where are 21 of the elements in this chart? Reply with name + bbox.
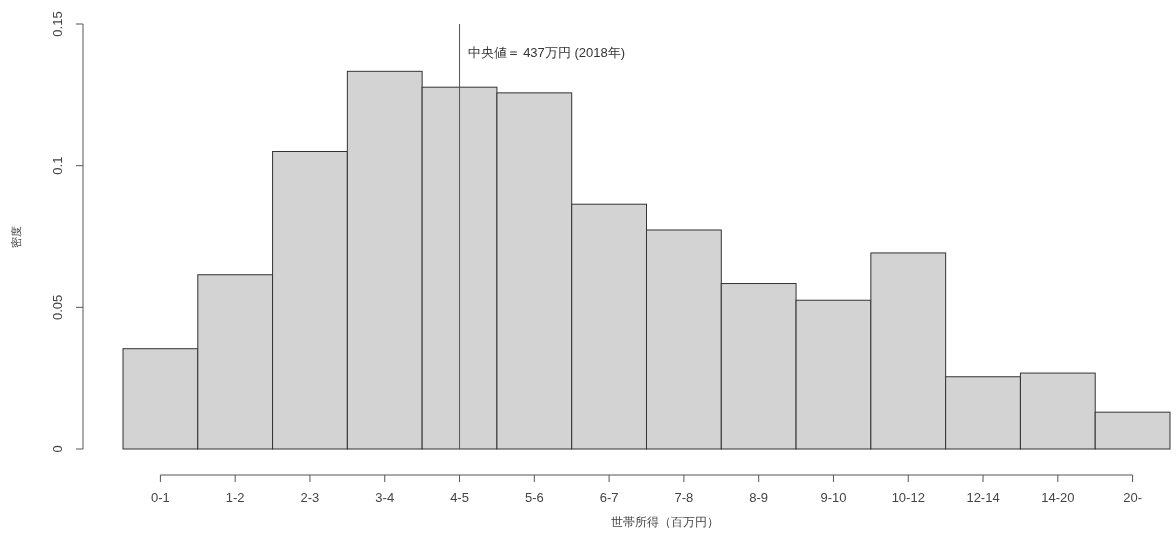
x-axis-title: 世帯所得（百万円）	[610, 515, 719, 529]
y-tick-label: 0	[50, 445, 65, 453]
x-tick-label: 9-10	[820, 490, 847, 505]
y-axis-title: 密度	[10, 225, 22, 248]
ref-line-label: 中央値＝ 437万円 (2018年)	[467, 45, 626, 60]
x-tick-label: 5-6	[524, 490, 544, 505]
x-tick-label: 1-2	[225, 490, 245, 505]
y-tick-label: 0.15	[50, 11, 65, 37]
x-tick-label: 12-14	[966, 490, 1000, 505]
x-tick-label: 8-9	[749, 490, 769, 505]
x-tick-label: 3-4	[375, 490, 395, 505]
x-tick-label: 0-1	[150, 490, 170, 505]
x-tick-label: 2-3	[300, 490, 320, 505]
x-tick-label: 6-7	[599, 490, 619, 505]
x-tick-label: 10-12	[891, 490, 925, 505]
x-tick-label: 4-5	[450, 490, 469, 505]
x-tick-label: 14-20	[1041, 490, 1075, 505]
x-tick-label: 7-8	[674, 490, 694, 505]
y-tick-label: 0.05	[50, 294, 65, 320]
x-tick-label: 20-	[1123, 490, 1143, 505]
y-tick-label: 0.1	[50, 156, 65, 175]
